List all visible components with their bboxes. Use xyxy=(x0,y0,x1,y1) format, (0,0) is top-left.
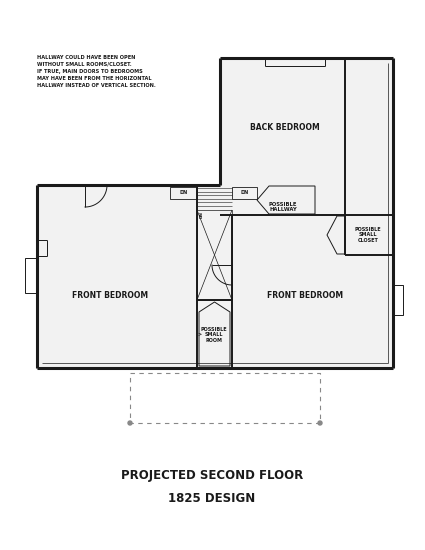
Text: DN: DN xyxy=(200,212,204,218)
Text: POSSIBLE
HALLWAY: POSSIBLE HALLWAY xyxy=(269,202,297,212)
Bar xyxy=(197,210,232,300)
Circle shape xyxy=(128,421,132,425)
Text: >: > xyxy=(198,333,202,338)
Circle shape xyxy=(318,421,322,425)
Bar xyxy=(220,58,393,185)
Text: DN: DN xyxy=(179,190,187,195)
Text: POSSIBLE
SMALL
ROOM: POSSIBLE SMALL ROOM xyxy=(201,327,227,343)
Text: 1825 DESIGN: 1825 DESIGN xyxy=(168,492,255,504)
Text: POSSIBLE
SMALL
CLOSET: POSSIBLE SMALL CLOSET xyxy=(355,227,381,243)
Bar xyxy=(25,258,37,293)
Text: DN: DN xyxy=(241,190,249,195)
Bar xyxy=(232,187,257,199)
Text: FRONT BEDROOM: FRONT BEDROOM xyxy=(72,290,148,300)
Bar xyxy=(170,187,197,199)
Text: HALLWAY COULD HAVE BEEN OPEN
WITHOUT SMALL ROOMS/CLOSET.
IF TRUE, MAIN DOORS TO : HALLWAY COULD HAVE BEEN OPEN WITHOUT SMA… xyxy=(37,55,156,88)
Bar xyxy=(37,185,393,368)
Text: BACK BEDROOM: BACK BEDROOM xyxy=(250,124,320,133)
Text: PROJECTED SECOND FLOOR: PROJECTED SECOND FLOOR xyxy=(121,469,303,481)
Text: FRONT BEDROOM: FRONT BEDROOM xyxy=(267,290,343,300)
Bar xyxy=(393,285,403,315)
